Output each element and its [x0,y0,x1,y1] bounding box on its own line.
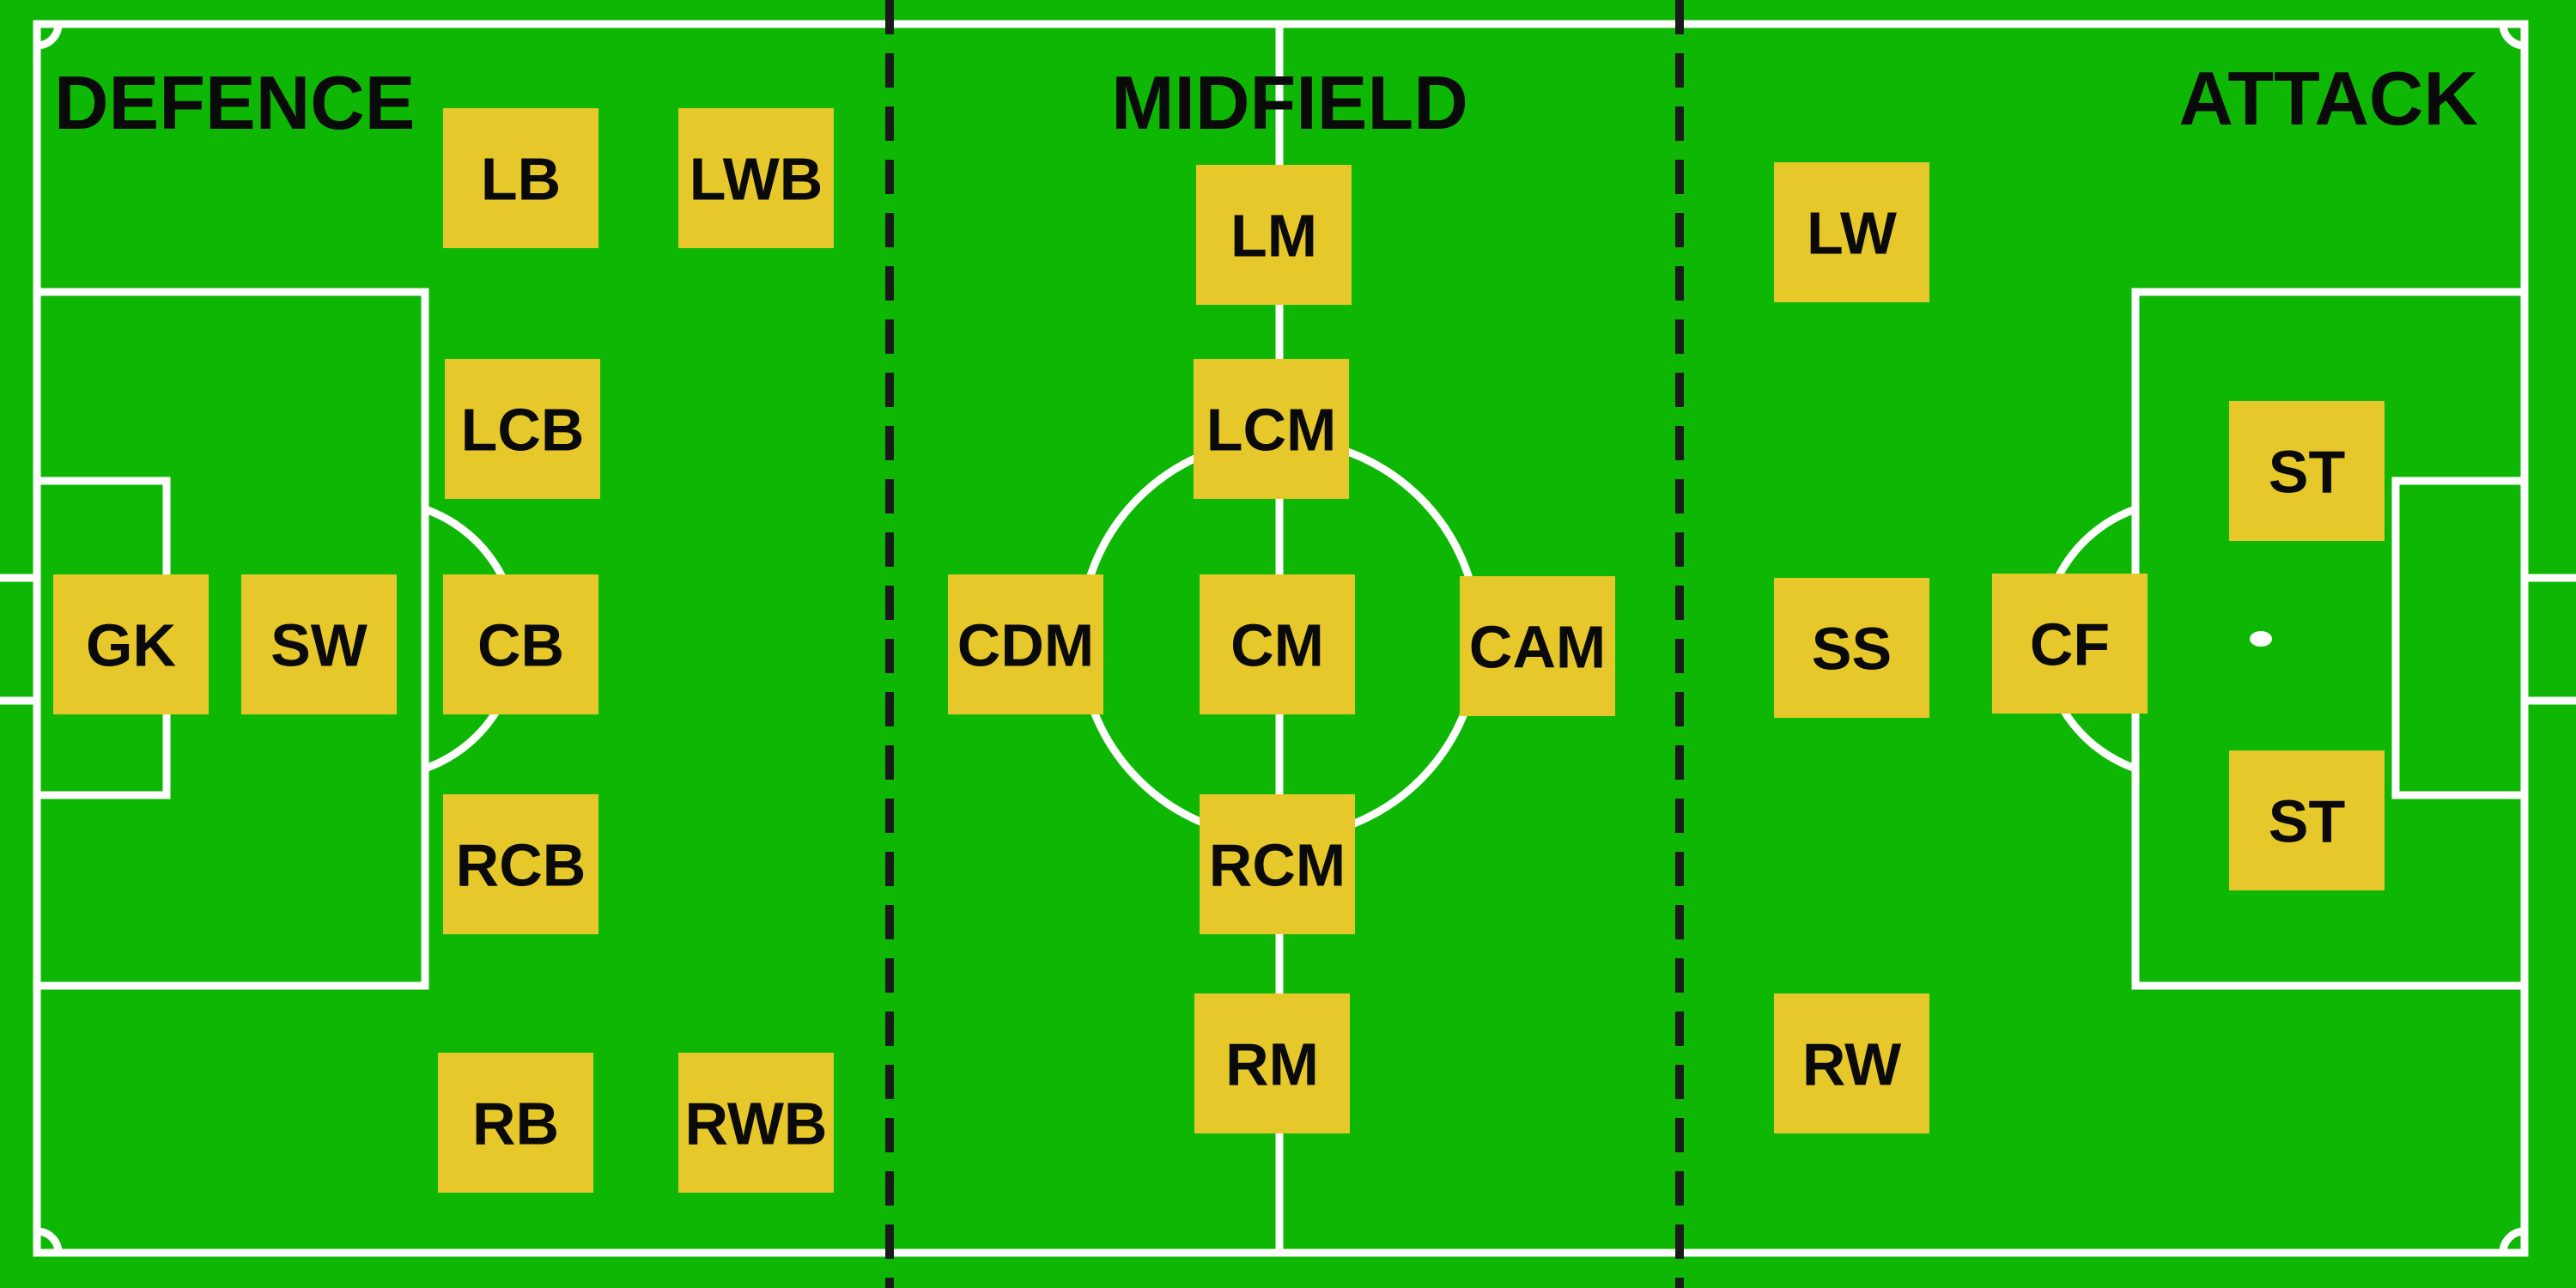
position-label-rb: RB [472,1091,559,1157]
position-box-lw [1774,162,1929,302]
position-box-rw [1774,993,1929,1133]
position-label-rcb: RCB [456,832,586,899]
position-marker-rm: RM [1194,993,1350,1133]
position-marker-gk: GK [53,574,209,714]
position-label-lcm: LCM [1206,397,1337,464]
position-box-sw [241,574,397,714]
corner-arc-top-right [2499,23,2525,50]
left-goal [0,574,41,705]
position-box-cdm [948,574,1103,714]
position-box-cm [1200,574,1355,714]
position-label-st-top: ST [2269,439,2345,506]
position-label-st-bottom: ST [2269,788,2345,855]
position-marker-cam: CAM [1460,576,1615,716]
corner-arc-bottom-left [36,1227,63,1254]
position-marker-ss: SS [1774,578,1929,718]
corner-arc-bottom-right [2499,1227,2525,1254]
position-label-lw: LW [1807,200,1897,267]
zone-label-midfield: MIDFIELD [1111,60,1468,145]
position-label-sw: SW [270,612,368,679]
zone-label-attack: ATTACK [2178,56,2478,141]
position-box-lcm [1194,359,1349,499]
position-box-rwb [678,1053,834,1193]
position-marker-cf: CF [1992,574,2148,714]
position-marker-st-top: ST [2229,401,2385,541]
position-box-cam [1460,576,1615,716]
position-marker-rb: RB [438,1053,593,1193]
position-label-lm: LM [1230,203,1317,270]
position-marker-rcb: RCB [443,794,598,934]
position-marker-st-bottom: ST [2229,750,2385,890]
position-box-cf [1992,574,2148,714]
position-label-lwb: LWB [690,146,823,213]
zone-label-defence: DEFENCE [54,60,416,145]
position-label-lb: LB [481,146,561,213]
corner-arc-top-left [36,23,63,50]
position-box-rb [438,1053,593,1193]
position-box-lm [1196,165,1352,305]
position-marker-rwb: RWB [678,1053,834,1193]
position-marker-lm: LM [1196,165,1352,305]
position-box-cb [443,574,598,714]
position-box-ss [1774,578,1929,718]
position-box-st-top [2229,401,2385,541]
position-label-rm: RM [1225,1031,1319,1098]
position-label-lcb: LCB [461,397,585,464]
position-marker-lwb: LWB [678,108,834,248]
position-marker-sw: SW [241,574,397,714]
position-label-cm: CM [1230,612,1324,679]
right-goal [2520,574,2576,705]
position-box-lwb [678,108,834,248]
position-label-cam: CAM [1469,614,1606,681]
position-box-rcb [443,794,598,934]
position-label-cb: CB [477,612,564,679]
position-marker-lb: LB [443,108,598,248]
position-label-rw: RW [1802,1031,1901,1098]
position-box-st-bottom [2229,750,2385,890]
position-markers: GK SW LB LWB LCB CB RCB RB RWB LM LCM CDM CM CAM RCM RM… [53,108,2385,1193]
position-box-rcm [1200,794,1355,934]
position-marker-cb: CB [443,574,598,714]
position-label-ss: SS [1812,616,1892,683]
position-box-rm [1194,993,1350,1133]
position-label-cdm: CDM [957,612,1094,679]
position-marker-lcm: LCM [1194,359,1349,499]
position-box-lb [443,108,598,248]
position-marker-lw: LW [1774,162,1929,302]
position-marker-cm: CM [1200,574,1355,714]
position-label-cf: CF [2030,611,2110,678]
position-marker-rcm: RCM [1200,794,1355,934]
position-box-lcb [445,359,600,499]
zone-dividers [885,0,1684,1288]
position-marker-lcb: LCB [445,359,600,499]
position-label-rcm: RCM [1209,832,1346,899]
position-box-gk [53,574,209,714]
penalty-spot [2250,631,2272,647]
position-label-gk: GK [86,612,176,679]
position-marker-cdm: CDM [948,574,1103,714]
position-marker-rw: RW [1774,993,1929,1133]
position-label-rwb: RWB [685,1091,828,1157]
